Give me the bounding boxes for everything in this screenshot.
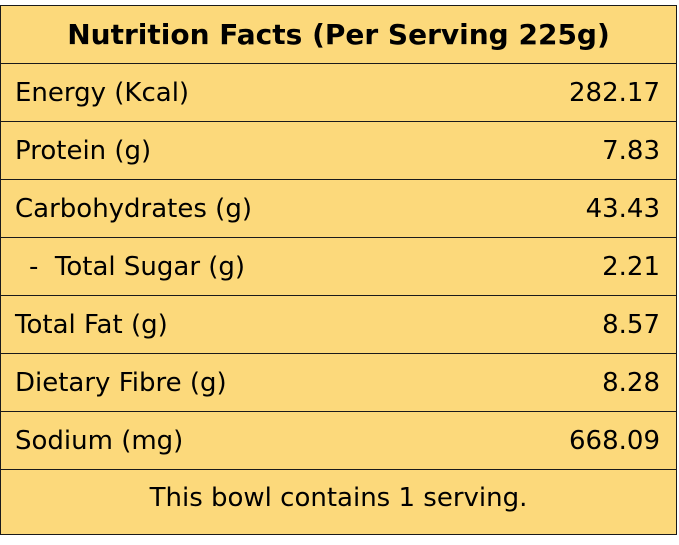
row-label: Sodium (mg) [15,425,184,456]
row-value: 8.57 [602,309,660,340]
row-label: Carbohydrates (g) [15,193,252,224]
row-label: Total Fat (g) [15,309,168,340]
row-value: 43.43 [585,193,660,224]
serving-note: This bowl contains 1 serving. [149,483,528,513]
row-dietary-fibre: Dietary Fibre (g) 8.28 [1,354,676,412]
nutrition-rows: Energy (Kcal) 282.17 Protein (g) 7.83 Ca… [1,64,676,526]
row-value: 668.09 [569,425,660,456]
row-protein: Protein (g) 7.83 [1,122,676,180]
row-energy: Energy (Kcal) 282.17 [1,64,676,122]
row-label: Energy (Kcal) [15,77,190,108]
row-label: Dietary Fibre (g) [15,367,227,398]
table-title: Nutrition Facts (Per Serving 225g) [1,6,676,64]
row-sodium: Sodium (mg) 668.09 [1,412,676,470]
nutrition-facts-table: Nutrition Facts (Per Serving 225g) Energ… [0,5,677,535]
row-label: - Total Sugar (g) [29,251,246,282]
row-total-fat: Total Fat (g) 8.57 [1,296,676,354]
row-label: Protein (g) [15,135,152,166]
row-total-sugar: - Total Sugar (g) 2.21 [1,238,676,296]
row-value: 2.21 [602,251,660,282]
row-value: 8.28 [602,367,660,398]
row-carbohydrates: Carbohydrates (g) 43.43 [1,180,676,238]
row-value: 7.83 [602,135,660,166]
row-value: 282.17 [569,77,660,108]
